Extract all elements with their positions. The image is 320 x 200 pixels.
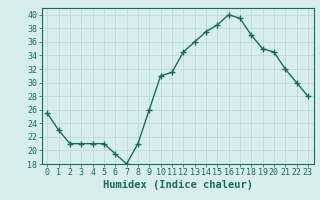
X-axis label: Humidex (Indice chaleur): Humidex (Indice chaleur) xyxy=(103,180,252,190)
